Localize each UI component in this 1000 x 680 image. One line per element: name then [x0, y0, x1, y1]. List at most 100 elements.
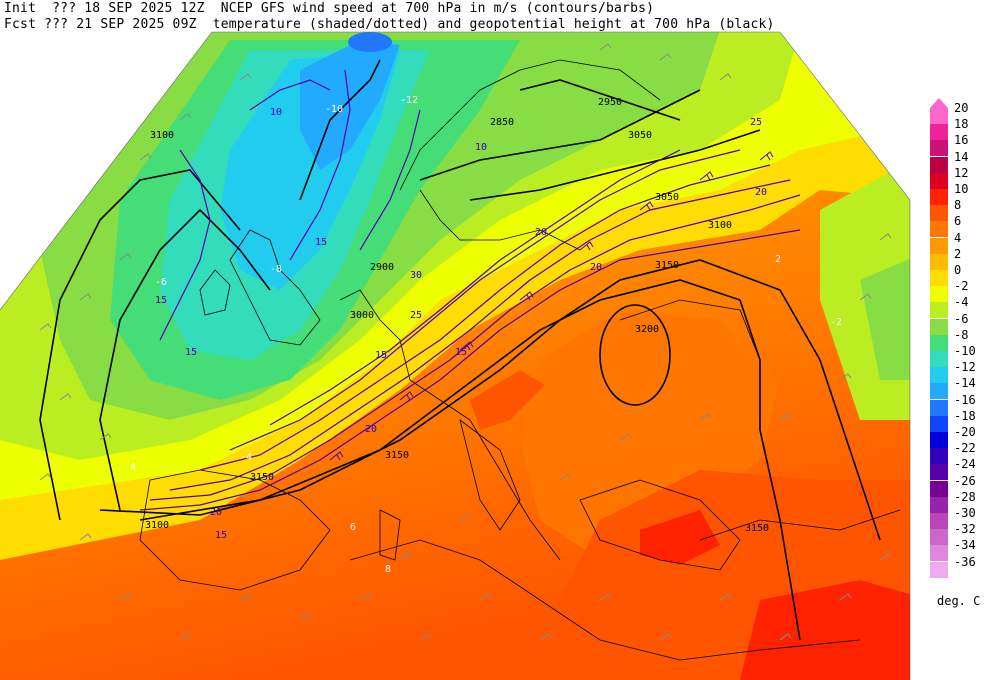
legend-swatch: [930, 334, 948, 351]
legend-label: -26: [954, 473, 976, 488]
wind-label: 15: [155, 295, 167, 306]
temp-label-group: -4 -6 -8 -10 -12 -2 2 4 6 8: [130, 95, 842, 575]
legend-label: -20: [954, 425, 976, 439]
wind-label: 30: [410, 270, 422, 281]
legend-swatch: [930, 140, 948, 157]
legend-swatch: [930, 318, 948, 335]
legend-label: -14: [954, 376, 976, 391]
wind-label: 20: [535, 227, 547, 238]
legend-label: -18: [954, 408, 976, 423]
wind-label: 20: [210, 507, 222, 518]
header-forecast-line: Fcst ??? 21 SEP 2025 09Z temperature (sh…: [4, 17, 775, 32]
legend-swatch: [930, 108, 948, 124]
legend-label: 14: [954, 149, 969, 164]
legend-label: 12: [954, 165, 969, 180]
temp-label: -2: [830, 317, 842, 328]
legend-swatch: [930, 221, 948, 238]
legend-swatch: [930, 351, 948, 367]
legend-label: -16: [954, 392, 976, 407]
legend-swatch: [930, 302, 948, 319]
wind-contours: [139, 69, 801, 511]
height-label: 3200: [635, 324, 659, 335]
header-init-line: Init ??? 18 SEP 2025 12Z NCEP GFS wind s…: [4, 1, 655, 16]
temp-label: 6: [350, 522, 356, 533]
legend-swatch: [930, 464, 948, 481]
legend-label: -4: [954, 295, 969, 310]
wind-label: 15: [455, 347, 467, 358]
legend-label: 10: [954, 182, 969, 196]
legend-swatch: [930, 124, 948, 141]
temp-label: 4: [130, 462, 136, 473]
legend-label: -28: [954, 489, 976, 504]
legend-swatch: [930, 561, 948, 578]
legend-label: -30: [954, 506, 976, 520]
temp-label: -8: [270, 264, 282, 275]
temp-label: 8: [385, 564, 391, 575]
legend-swatch: [930, 205, 948, 222]
legend-label: -10: [954, 344, 976, 358]
legend-label: -22: [954, 441, 976, 456]
height-label: 3000: [350, 310, 374, 321]
legend-swatch: [930, 545, 948, 562]
legend-label: 16: [954, 133, 969, 148]
temperature-legend: 20 18 16 14 12 10 8 6 4 2 0 -2 -4 -6 -8 -10 -12 -14 -16 -18…: [930, 98, 1000, 580]
legend-swatch: [930, 253, 948, 270]
wind-label: 20: [590, 262, 602, 273]
legend-swatch: [930, 496, 948, 513]
coastlines: [139, 59, 901, 661]
wind-label: 25: [410, 310, 422, 321]
height-label: 3150: [655, 260, 679, 271]
legend-label: 6: [954, 214, 962, 229]
height-label: 3150: [250, 472, 274, 483]
legend-label: -32: [954, 522, 976, 537]
legend-label: -6: [954, 311, 969, 326]
legend-label: -12: [954, 360, 976, 375]
height-label: 2900: [370, 262, 394, 273]
legend-label: -36: [954, 554, 976, 569]
legend-swatch: [930, 529, 948, 546]
legend-swatch: [930, 286, 948, 303]
height-label: 3100: [708, 220, 732, 231]
legend-label: 2: [954, 246, 962, 261]
temperature-shading: [0, 32, 910, 680]
legend-label: 8: [954, 198, 962, 213]
legend-swatch: [930, 415, 948, 432]
wind-label: 15: [215, 530, 227, 541]
temp-label: -6: [155, 277, 167, 288]
wind-label: 15: [185, 347, 197, 358]
legend-label: -2: [954, 279, 969, 294]
legend-swatch: [930, 172, 948, 189]
legend-units: deg. C: [937, 594, 981, 608]
legend-swatch: [930, 399, 948, 416]
height-label: 2950: [598, 97, 622, 108]
temp-label: 2: [775, 254, 781, 265]
legend-swatch: [930, 432, 948, 448]
temp-label: -10: [325, 104, 343, 115]
temp-label: -4: [240, 452, 252, 463]
legend-swatch: [930, 513, 948, 529]
legend-swatch: [930, 237, 948, 254]
wind-label: 20: [755, 187, 767, 198]
wind-label: 15: [315, 237, 327, 248]
legend-label: 4: [954, 230, 962, 245]
wind-label: 15: [375, 350, 387, 361]
legend-swatch: [930, 480, 948, 497]
legend-swatch: [930, 448, 948, 465]
legend-label: 20: [954, 101, 969, 115]
height-label: 3150: [745, 523, 769, 534]
wind-barbs: [39, 43, 892, 641]
wind-label: 20: [365, 424, 377, 435]
legend-label: 0: [954, 263, 962, 277]
wind-label: 10: [475, 142, 487, 153]
legend-label: -24: [954, 457, 976, 472]
legend-swatch: [930, 383, 948, 400]
domain-outline: [0, 31, 911, 680]
wind-label: 25: [750, 117, 762, 128]
height-label: 3100: [145, 520, 169, 531]
height-label: 3050: [655, 192, 679, 203]
legend-arrow-icon: [930, 98, 948, 108]
legend-swatch: [930, 189, 948, 205]
wind-label-group: 15 15 15 15 15 15 20 20 20 20 20 25 25 3…: [155, 107, 767, 541]
height-label: 3150: [385, 450, 409, 461]
height-label: 2850: [490, 117, 514, 128]
